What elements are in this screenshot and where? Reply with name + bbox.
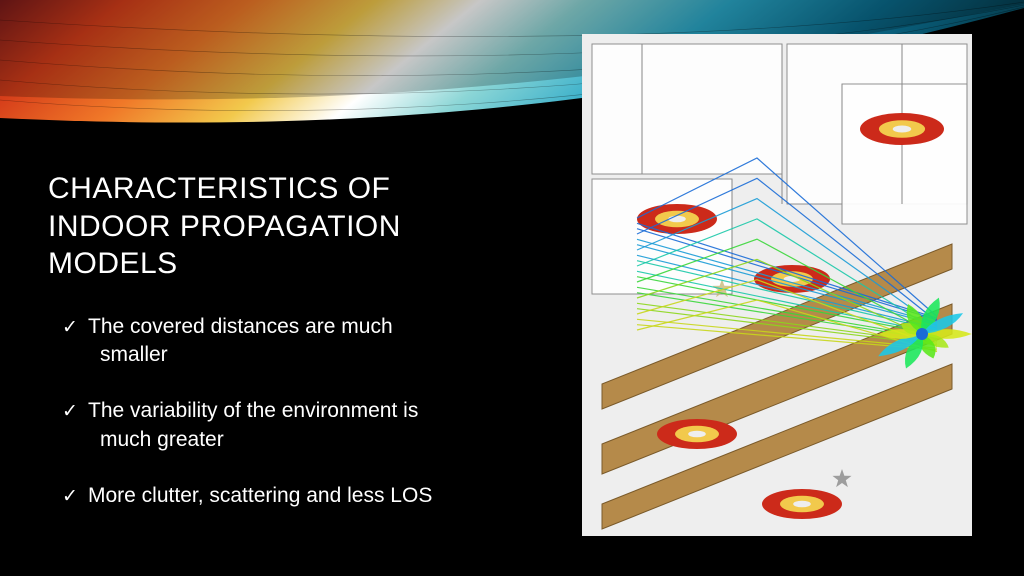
bullet-list: ✓ The covered distances are much smaller… — [48, 313, 508, 511]
bullet-item: ✓ The variability of the environment is … — [66, 397, 508, 454]
text-content: CHARACTERISTICS OF INDOOR PROPAGATION MO… — [48, 170, 508, 538]
bullet-text-cont: smaller — [88, 341, 508, 369]
checkmark-icon: ✓ — [62, 399, 78, 425]
bullet-text: The covered distances are much — [88, 313, 393, 341]
slide-title: CHARACTERISTICS OF INDOOR PROPAGATION MO… — [48, 170, 508, 283]
bullet-item: ✓ More clutter, scattering and less LOS — [66, 482, 508, 510]
propagation-diagram — [582, 34, 972, 536]
illustration-box — [582, 34, 972, 536]
bullet-text: The variability of the environment is — [88, 397, 418, 425]
bullet-text: More clutter, scattering and less LOS — [88, 482, 432, 510]
checkmark-icon: ✓ — [62, 315, 78, 341]
bullet-item: ✓ The covered distances are much smaller — [66, 313, 508, 370]
bullet-text-cont: much greater — [88, 426, 508, 454]
checkmark-icon: ✓ — [62, 484, 78, 510]
